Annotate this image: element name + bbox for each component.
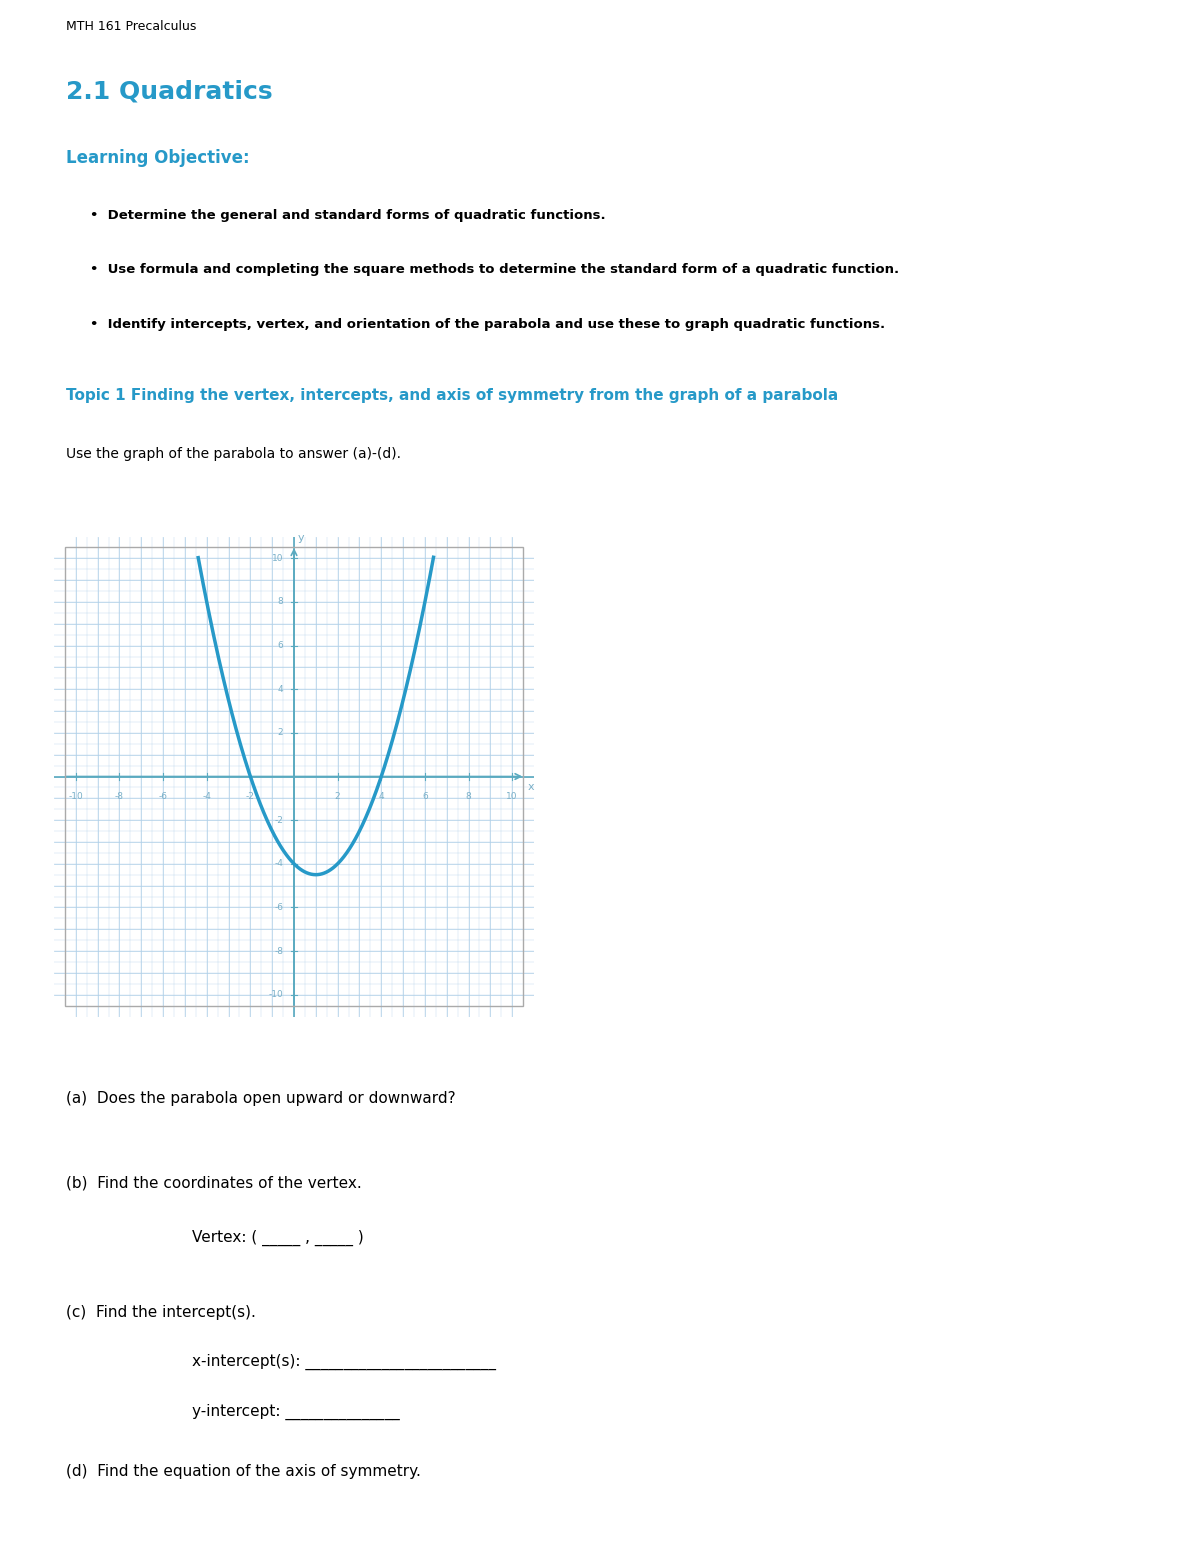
Text: MTH 161 Precalculus: MTH 161 Precalculus bbox=[66, 20, 197, 33]
Text: •  Determine the general and standard forms of quadratic functions.: • Determine the general and standard for… bbox=[90, 208, 606, 222]
Text: -8: -8 bbox=[115, 792, 124, 801]
Text: 4: 4 bbox=[378, 792, 384, 801]
Text: •  Identify intercepts, vertex, and orientation of the parabola and use these to: • Identify intercepts, vertex, and orien… bbox=[90, 318, 886, 331]
Text: 8: 8 bbox=[466, 792, 472, 801]
Text: -10: -10 bbox=[68, 792, 83, 801]
Text: -2: -2 bbox=[246, 792, 254, 801]
Text: (b)  Find the coordinates of the vertex.: (b) Find the coordinates of the vertex. bbox=[66, 1176, 361, 1190]
Text: 2: 2 bbox=[335, 792, 341, 801]
Text: y: y bbox=[298, 533, 304, 544]
Text: y-intercept: _______________: y-intercept: _______________ bbox=[192, 1404, 400, 1419]
Text: -4: -4 bbox=[203, 792, 211, 801]
Text: Vertex: ( _____ , _____ ): Vertex: ( _____ , _____ ) bbox=[192, 1230, 364, 1246]
Text: -6: -6 bbox=[274, 902, 283, 912]
Text: 6: 6 bbox=[422, 792, 427, 801]
Text: x: x bbox=[528, 783, 534, 792]
Text: 6: 6 bbox=[277, 641, 283, 651]
Text: •  Use formula and completing the square methods to determine the standard form : • Use formula and completing the square … bbox=[90, 264, 899, 276]
Text: 2.1 Quadratics: 2.1 Quadratics bbox=[66, 79, 272, 104]
Text: Topic 1 Finding the vertex, intercepts, and axis of symmetry from the graph of a: Topic 1 Finding the vertex, intercepts, … bbox=[66, 388, 839, 402]
Text: -2: -2 bbox=[275, 815, 283, 825]
Text: (c)  Find the intercept(s).: (c) Find the intercept(s). bbox=[66, 1305, 256, 1320]
Text: 10: 10 bbox=[506, 792, 518, 801]
Text: -10: -10 bbox=[269, 991, 283, 999]
Text: (a)  Does the parabola open upward or downward?: (a) Does the parabola open upward or dow… bbox=[66, 1090, 456, 1106]
Text: (d)  Find the equation of the axis of symmetry.: (d) Find the equation of the axis of sym… bbox=[66, 1463, 421, 1478]
Text: 8: 8 bbox=[277, 598, 283, 607]
Text: -8: -8 bbox=[274, 946, 283, 955]
Text: Use the graph of the parabola to answer (a)-(d).: Use the graph of the parabola to answer … bbox=[66, 447, 401, 461]
Text: x-intercept(s): _________________________: x-intercept(s): ________________________… bbox=[192, 1354, 496, 1370]
Text: 4: 4 bbox=[277, 685, 283, 694]
Text: Learning Objective:: Learning Objective: bbox=[66, 149, 250, 168]
Text: 2: 2 bbox=[277, 728, 283, 738]
Text: -4: -4 bbox=[275, 859, 283, 868]
Text: -6: -6 bbox=[158, 792, 168, 801]
Text: 10: 10 bbox=[271, 554, 283, 562]
